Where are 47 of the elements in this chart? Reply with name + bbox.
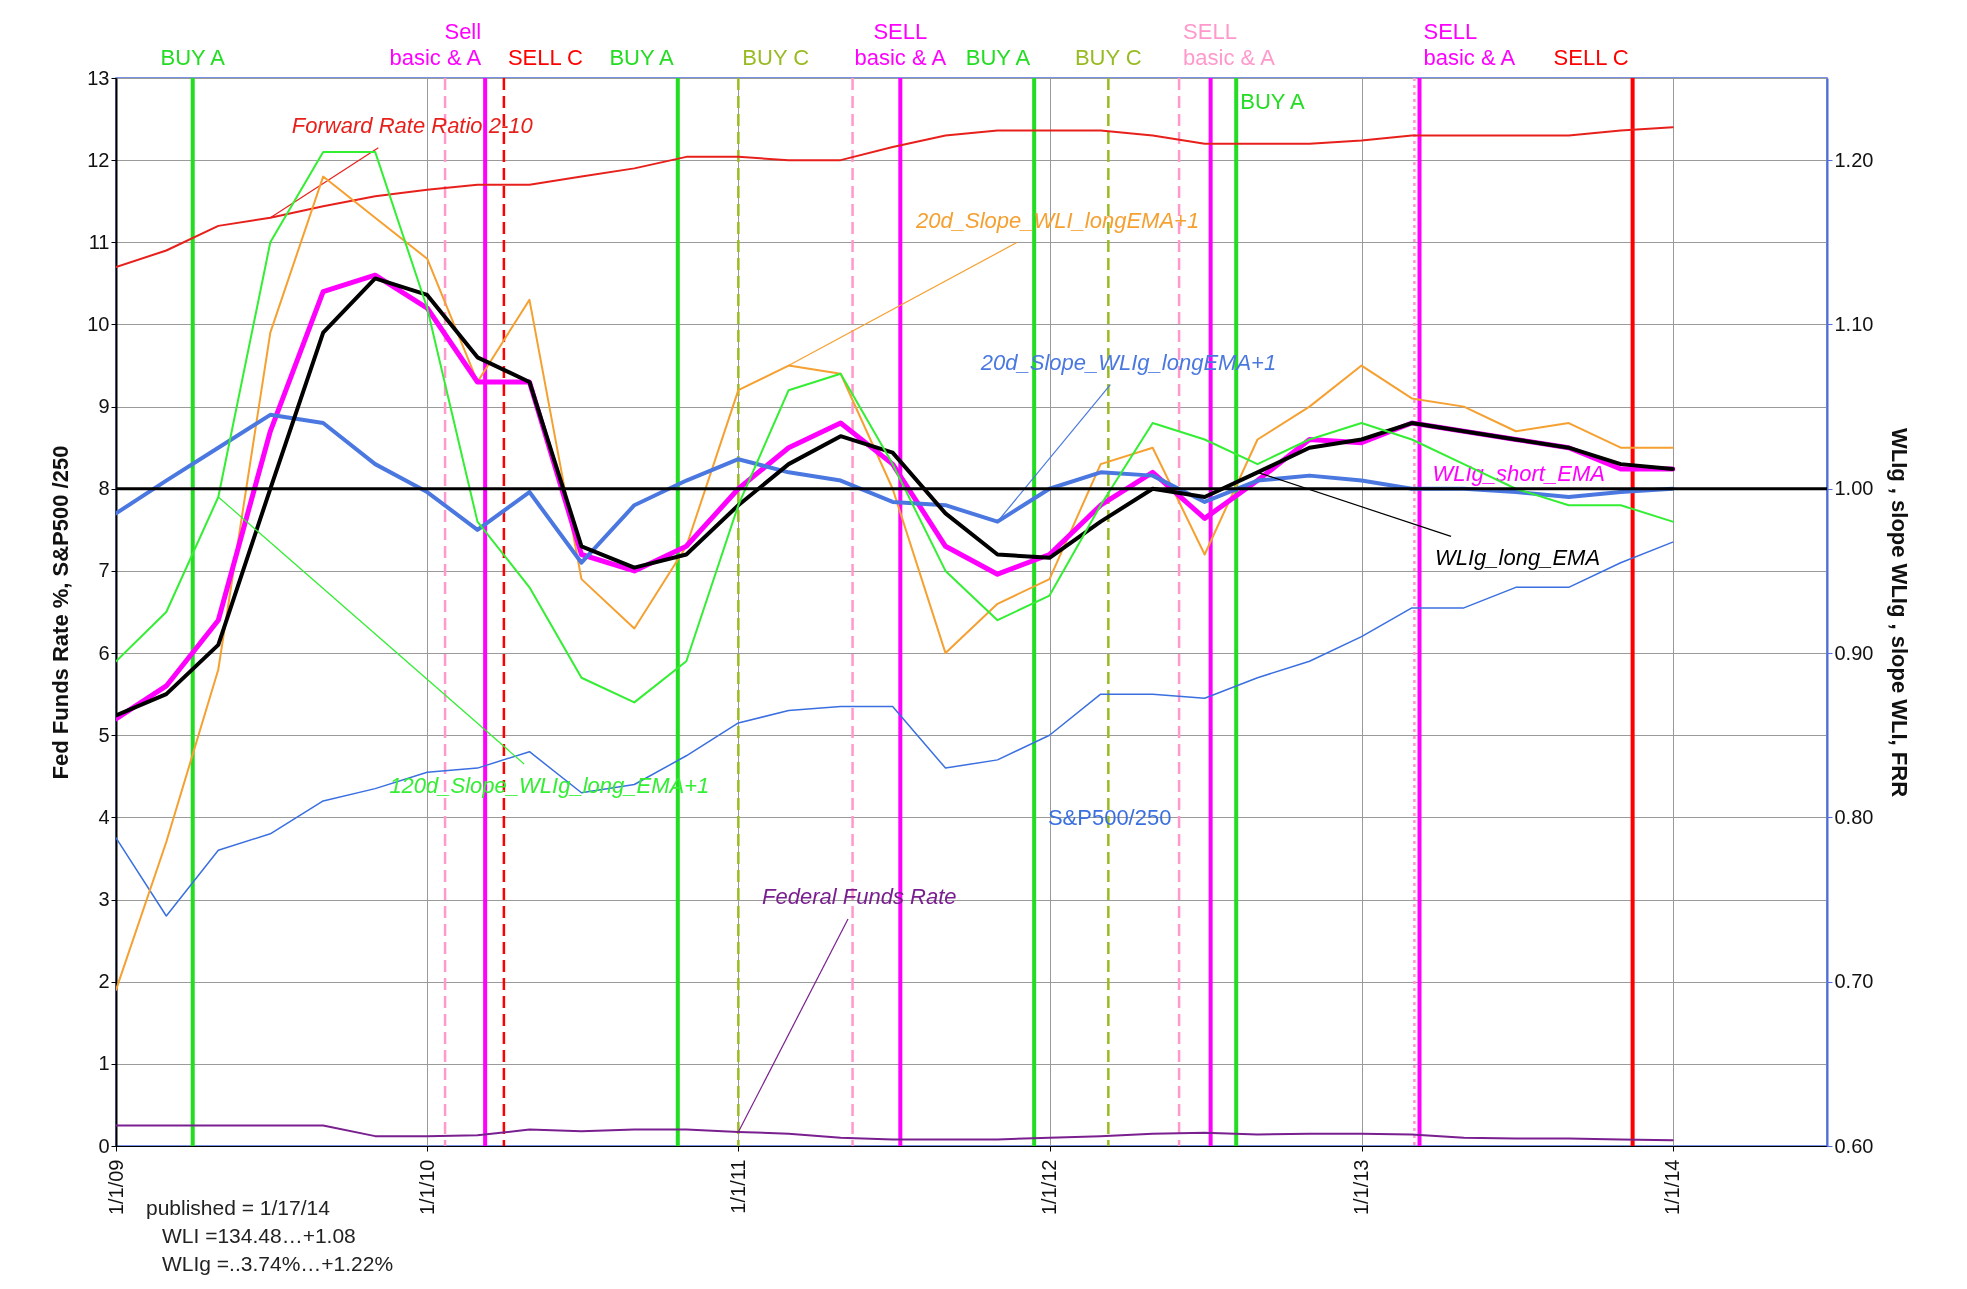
y-tick-label: 13	[87, 66, 110, 89]
y-tick-label: 1	[98, 1052, 110, 1075]
y-tick-label: 10	[87, 312, 110, 335]
y2-tick-label: 1.00	[1834, 477, 1874, 500]
y-tick-label: 6	[98, 641, 110, 664]
y2-axis-title: WLIg , slope WLIg , slope WLI, FRR	[1887, 427, 1913, 798]
ref-line-label: BUY C	[1074, 45, 1142, 70]
y-tick-label: 7	[98, 559, 110, 582]
y2-tick-label: 0.80	[1834, 805, 1874, 828]
x-tick-label: 1/1/12	[1038, 1159, 1061, 1216]
ref-line-label: SELL basic & A	[1423, 19, 1516, 70]
ref-line-label: BUY A	[609, 45, 675, 70]
y2-tick-label: 1.20	[1834, 148, 1874, 171]
y-tick-label: 0	[98, 1134, 110, 1157]
y-tick-label: 2	[98, 970, 110, 993]
y-axis-title: Fed Funds Rate %, S&P500 /250	[48, 445, 74, 780]
ref-line-label: BUY A	[1240, 89, 1305, 114]
text: WLIg =..3.74%…+1.22%	[162, 1252, 394, 1275]
y2-tick-label: 0.60	[1834, 1134, 1874, 1157]
ref-line-label: SELL basic & A	[1183, 19, 1276, 70]
ref-line-label: Sell basic & A	[389, 19, 482, 70]
ref-line-label: BUY A	[160, 45, 226, 70]
x-tick-label: 1/1/10	[415, 1159, 438, 1216]
x-tick-label: 1/1/09	[104, 1159, 127, 1216]
y2-tick-label: 0.90	[1834, 641, 1874, 664]
y-tick-label: 3	[98, 888, 110, 911]
y2-tick-label: 1.10	[1834, 312, 1874, 335]
ref-line-label: SELL C	[507, 45, 584, 70]
x-tick-label: 1/1/11	[726, 1159, 749, 1214]
ref-line-label: BUY A	[965, 45, 1031, 70]
text: WLIg_long_EMA	[1434, 545, 1601, 571]
text: WLI =134.48…+1.08	[162, 1224, 356, 1247]
y2-tick-label: 0.70	[1834, 970, 1874, 993]
x-tick-label: 1/1/14	[1661, 1159, 1684, 1216]
x-tick-label: 1/1/13	[1350, 1159, 1373, 1216]
y-tick-label: 8	[98, 477, 110, 500]
y-tick-label: 5	[98, 723, 110, 746]
ref-line-label: SELL basic & A	[854, 19, 947, 70]
y-tick-label: 11	[88, 230, 110, 253]
y-tick-label: 4	[98, 805, 110, 828]
text: S&P500/250	[1047, 805, 1172, 831]
y-tick-label: 12	[87, 148, 110, 171]
ref-line-label: SELL C	[1553, 45, 1629, 70]
ref-line-label: BUY C	[742, 45, 810, 70]
text: published = 1/17/14	[146, 1196, 331, 1219]
text: Forward Rate Ratio 2-10	[291, 112, 534, 138]
y-tick-label: 9	[98, 395, 110, 418]
